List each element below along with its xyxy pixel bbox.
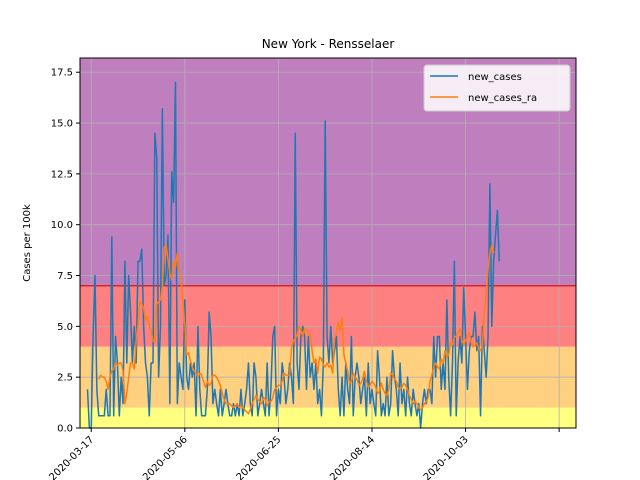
legend: new_cases new_cases_ra bbox=[423, 64, 571, 112]
y-tick-label-6: 15.0 bbox=[51, 119, 73, 130]
y-tick-label-5: 12.5 bbox=[51, 169, 73, 180]
y-tick-label-2: 5.0 bbox=[57, 322, 73, 333]
y-tick-label-1: 2.5 bbox=[57, 373, 73, 384]
y-axis: 0.0 2.5 5.0 7.5 10.0 12.5 15.0 17.5 bbox=[51, 68, 80, 435]
y-tick-label-4: 10.0 bbox=[51, 220, 73, 231]
band-0 bbox=[80, 407, 576, 428]
y-axis-label: Cases per 100k bbox=[22, 204, 33, 282]
chart-title: New York - Rensselaer bbox=[262, 37, 395, 51]
legend-label-new-cases-ra: new_cases_ra bbox=[468, 93, 537, 104]
y-tick-label-0: 0.0 bbox=[57, 424, 73, 435]
x-tick-label-3: 2020-08-14 bbox=[328, 434, 377, 480]
y-tick-label-3: 7.5 bbox=[57, 271, 73, 282]
y-tick-label-7: 17.5 bbox=[51, 68, 73, 79]
x-axis: 2020-03-17 2020-05-06 2020-06-25 2020-08-14… bbox=[47, 428, 560, 480]
series-layer bbox=[86, 81, 501, 429]
plot-frame bbox=[79, 57, 577, 429]
legend-box bbox=[423, 64, 571, 112]
series-line-new-cases bbox=[86, 81, 501, 429]
x-tick-label-2: 2020-06-25 bbox=[235, 434, 284, 480]
x-tick-label-4: 2020-10-03 bbox=[422, 434, 471, 480]
x-tick-label-0: 2020-03-17 bbox=[47, 434, 96, 480]
legend-label-new-cases: new_cases bbox=[468, 72, 522, 83]
x-tick-label-1: 2020-05-06 bbox=[141, 434, 190, 480]
series-line-new-cases-ra bbox=[98, 244, 495, 415]
